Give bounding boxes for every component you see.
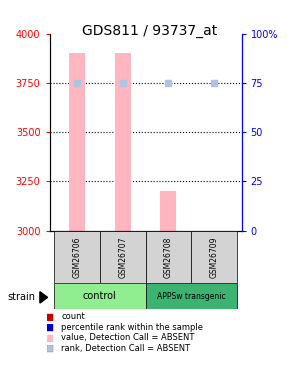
Text: percentile rank within the sample: percentile rank within the sample (61, 323, 203, 332)
Text: APPSw transgenic: APPSw transgenic (157, 292, 226, 301)
Bar (54, 231, 100, 283)
Polygon shape (40, 292, 47, 303)
Text: GDS811 / 93737_at: GDS811 / 93737_at (82, 24, 218, 38)
Bar (146, 231, 191, 283)
Text: GSM26708: GSM26708 (164, 237, 173, 278)
Bar (160, 191, 176, 231)
Text: value, Detection Call = ABSENT: value, Detection Call = ABSENT (61, 333, 195, 342)
Bar (146, 283, 237, 309)
Text: GSM26709: GSM26709 (210, 237, 219, 278)
Bar (54, 283, 146, 309)
Text: GSM26707: GSM26707 (118, 237, 127, 278)
Bar (47, 314, 53, 321)
Bar (115, 54, 130, 231)
Bar (47, 324, 53, 331)
Text: strain: strain (8, 292, 35, 302)
Text: count: count (61, 312, 85, 321)
Text: GSM26706: GSM26706 (72, 237, 81, 278)
Bar (47, 335, 53, 342)
Bar (191, 231, 237, 283)
Text: rank, Detection Call = ABSENT: rank, Detection Call = ABSENT (61, 344, 191, 353)
Bar (100, 231, 146, 283)
Bar (69, 54, 85, 231)
Text: control: control (83, 291, 117, 301)
Bar (47, 345, 53, 352)
